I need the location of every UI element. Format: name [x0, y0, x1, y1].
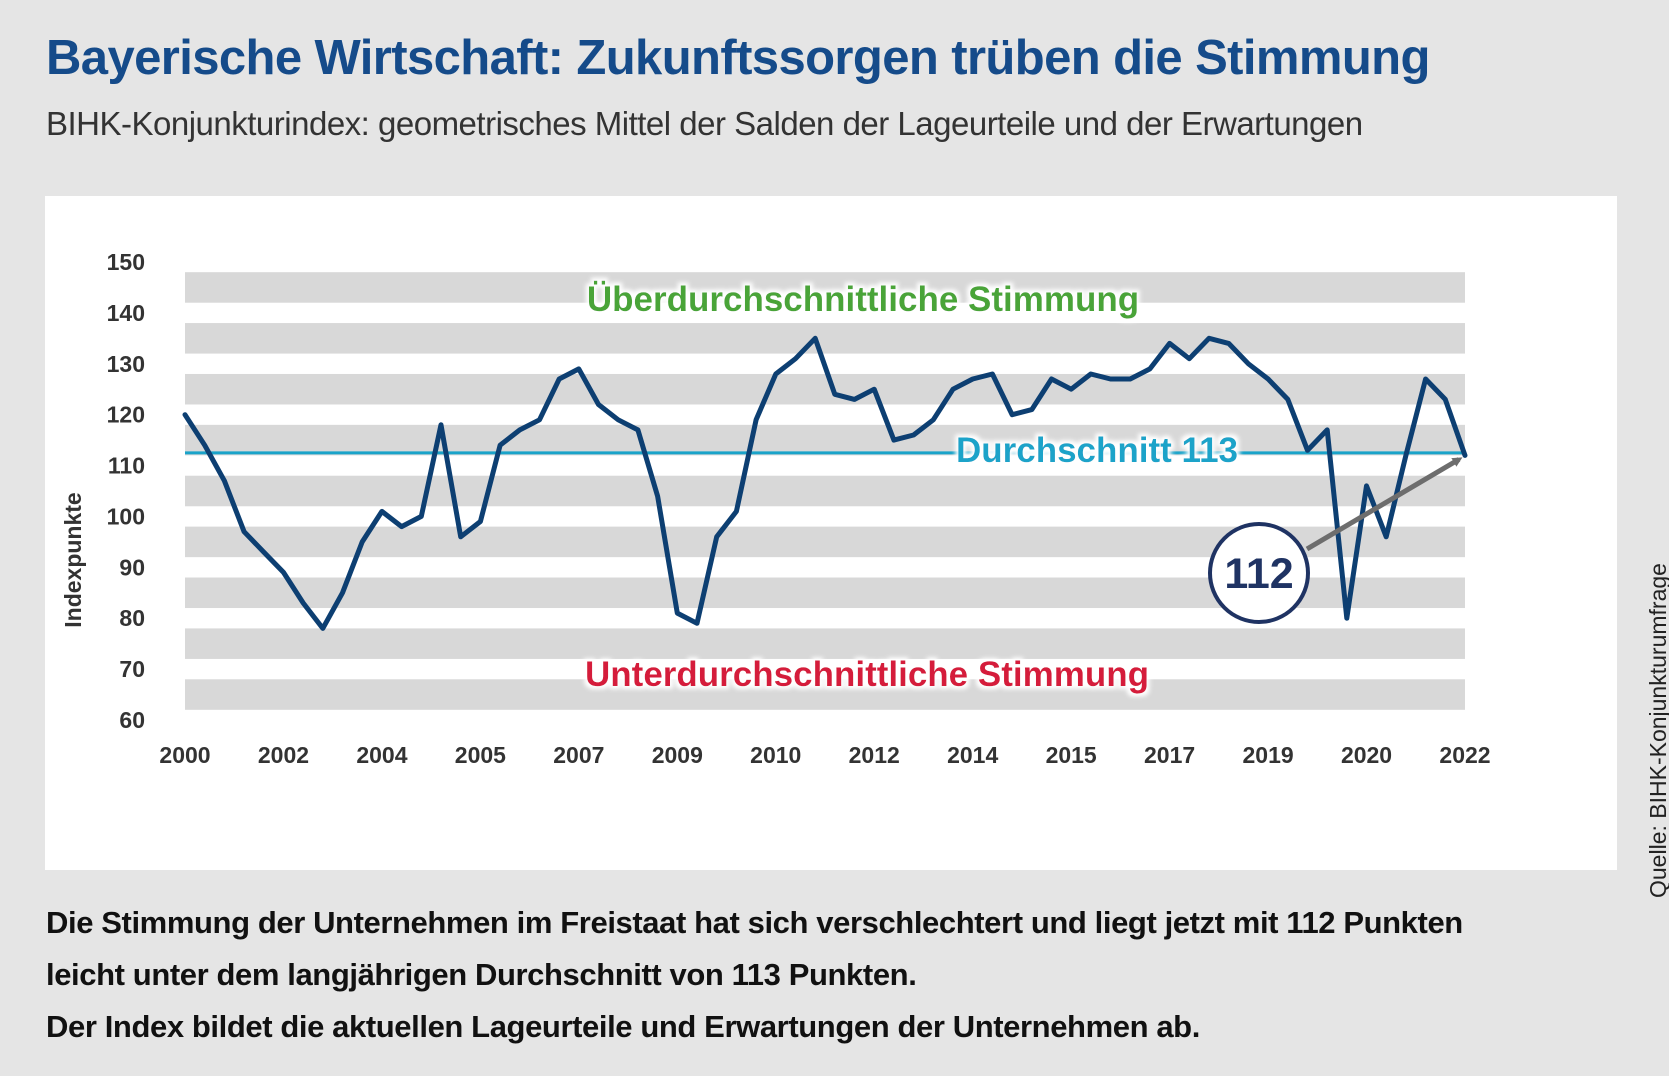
x-tick-label: 2007: [553, 742, 604, 768]
chart-panel: 60 70 80 90 100 110 120 130 140 150 2000 2002 2004 2…: [45, 196, 1617, 870]
chart-subtitle: BIHK-Konjunkturindex: geometrisches Mitt…: [46, 105, 1363, 142]
below-average-label: Unterdurchschnittliche Stimmung: [585, 655, 1149, 694]
y-tick-label: 100: [107, 503, 145, 529]
x-tick-label: 2012: [849, 742, 900, 768]
x-tick-label: 2005: [455, 742, 506, 768]
x-tick-label: 2014: [947, 742, 998, 768]
grid-band: [185, 628, 1465, 659]
caption-line-1: Die Stimmung der Unternehmen im Freistaa…: [46, 905, 1463, 940]
x-tick-labels: 2000 2002 2004 2005 2007 2009 2010 2012 2014 2015…: [159, 742, 1490, 768]
y-axis-label: Indexpunkte: [60, 492, 86, 627]
series-line: [182, 335, 1468, 631]
grid-band: [185, 424, 1465, 456]
series-path: [182, 335, 1468, 631]
callout-value: 112: [1224, 550, 1293, 598]
callout-badge: [1208, 522, 1310, 624]
grid-band: [185, 323, 1465, 354]
y-tick-label: 120: [107, 402, 145, 428]
y-tick-label: 110: [108, 453, 145, 479]
source-note: Quelle: BIHK-Konjunkturumfrage: [1645, 563, 1669, 898]
caption: Die Stimmung der Unternehmen im Freistaa…: [46, 897, 1463, 1053]
x-tick-label: 2017: [1144, 742, 1195, 768]
x-tick-label: 2000: [159, 742, 210, 768]
y-tick-label: 70: [119, 656, 145, 682]
caption-line-2: leicht unter dem langjährigen Durchschni…: [46, 957, 917, 992]
grid-band: [185, 272, 1465, 303]
y-tick-label: 80: [119, 605, 145, 631]
above-average-label: Überdurchschnittliche Stimmung: [587, 280, 1139, 319]
y-tick-label: 140: [107, 300, 145, 326]
average-label: Durchschnitt 113: [956, 431, 1238, 470]
y-tick-label: 150: [107, 249, 145, 275]
grid-bands: [185, 272, 1465, 710]
grid-band: [185, 373, 1465, 405]
y-tick-label: 90: [119, 554, 145, 580]
grid-band: [185, 679, 1465, 710]
x-tick-label: 2009: [652, 742, 703, 768]
x-tick-label: 2019: [1242, 742, 1293, 768]
x-tick-label: 2022: [1439, 742, 1490, 768]
x-tick-label: 2020: [1341, 742, 1392, 768]
x-tick-label: 2010: [750, 742, 801, 768]
y-tick-label: 60: [119, 707, 145, 733]
x-tick-label: 2002: [258, 742, 309, 768]
caption-line-3: Der Index bildet die aktuellen Lageurtei…: [46, 1009, 1200, 1044]
x-tick-label: 2004: [356, 742, 407, 768]
grid-band: [185, 475, 1465, 507]
chart-title: Bayerische Wirtschaft: Zukunftssorgen tr…: [46, 31, 1430, 85]
y-tick-labels: 60 70 80 90 100 110 120 130 140 150: [107, 249, 145, 733]
x-tick-label: 2015: [1046, 742, 1097, 768]
y-tick-label: 130: [107, 351, 145, 377]
callout-arrow: [1305, 457, 1463, 552]
